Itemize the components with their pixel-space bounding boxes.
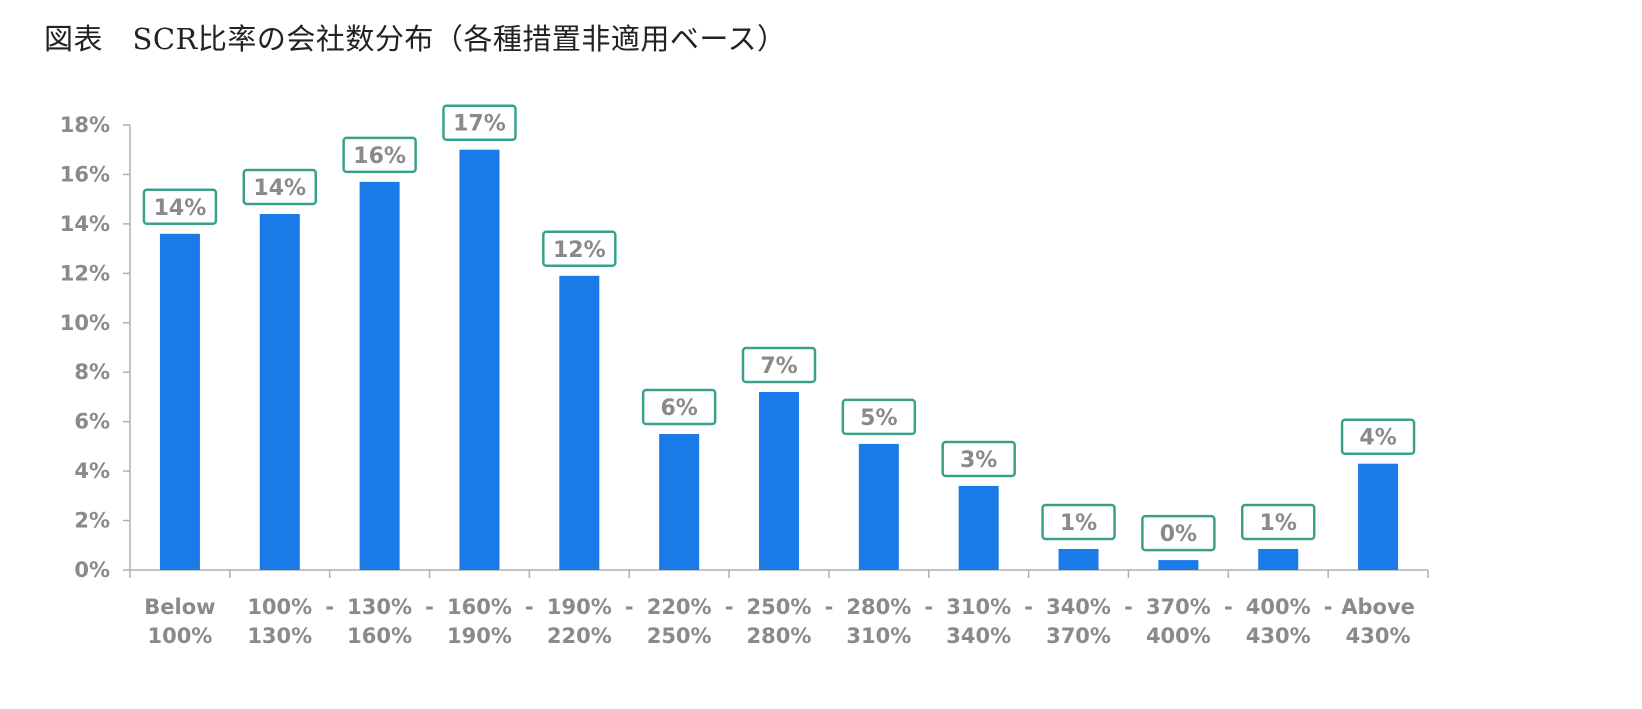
y-tick-label: 8%	[74, 360, 110, 384]
x-category-label: 130%	[247, 624, 312, 648]
x-category-label: 250%	[747, 595, 812, 619]
x-category-label: 190%	[447, 624, 512, 648]
bar	[659, 434, 700, 570]
data-label-box	[542, 230, 617, 268]
x-category-dash: -	[825, 595, 834, 619]
bar	[1258, 548, 1299, 570]
y-tick-label: 4%	[74, 459, 110, 483]
x-category-label: Above	[1341, 595, 1415, 619]
data-label: 6%	[660, 396, 697, 421]
y-tick-label: 6%	[74, 410, 110, 434]
x-category-dash: -	[1224, 595, 1233, 619]
bar	[759, 392, 799, 570]
x-category-label: 100%	[247, 595, 312, 619]
x-category-dash: -	[1024, 595, 1033, 619]
x-category-label: 370%	[1046, 624, 1111, 648]
x-category-label: 160%	[347, 624, 412, 648]
y-tick-label: 12%	[60, 261, 110, 285]
x-category-label: 160%	[447, 595, 512, 619]
x-category-label: 430%	[1246, 624, 1311, 648]
x-category-dash: -	[1124, 595, 1133, 619]
data-label-box	[1141, 514, 1216, 552]
data-label: 3%	[960, 448, 997, 473]
x-category-label: 220%	[547, 624, 612, 648]
x-category-label: 280%	[747, 624, 812, 648]
x-category-label: 400%	[1246, 595, 1311, 619]
data-label: 14%	[154, 196, 207, 221]
x-category-label: 400%	[1146, 624, 1211, 648]
data-label-box	[1240, 503, 1316, 541]
y-tick-label: 10%	[60, 311, 110, 335]
y-tick-label: 18%	[60, 113, 110, 137]
data-labels: 14% 14% 16% 17% 12% 6% 7% 5% 3% 1% 0% 1% 4%	[142, 104, 1416, 552]
data-label: 4%	[1359, 426, 1396, 451]
data-label: 5%	[860, 406, 897, 431]
data-label-box	[342, 136, 417, 174]
data-label-box	[841, 398, 917, 436]
bar	[1158, 560, 1199, 570]
x-category-dash: -	[625, 595, 634, 619]
x-category-label: 310%	[846, 624, 911, 648]
data-label-box	[242, 168, 318, 206]
data-label: 1%	[1260, 511, 1297, 536]
x-category-label: 250%	[647, 624, 712, 648]
data-label-box	[442, 104, 517, 141]
x-category-dash: -	[525, 595, 534, 619]
x-category-label: 100%	[147, 624, 212, 648]
bar	[1358, 463, 1399, 570]
x-category-label: 310%	[946, 595, 1011, 619]
data-label-box	[941, 440, 1016, 478]
y-tick-label: 16%	[60, 162, 110, 186]
data-label-box	[142, 188, 218, 226]
y-axis: 0% 2% 4% 6% 8% 10% 12% 14% 16% 18%	[60, 113, 131, 582]
x-category-label: Below	[144, 595, 215, 619]
y-tick-label: 14%	[60, 212, 110, 236]
bar	[1058, 548, 1099, 570]
x-category-dash: -	[1324, 595, 1333, 619]
x-category-dash: -	[325, 595, 334, 619]
chart-title: 図表 SCR比率の会社数分布（各種措置非適用ベース）	[44, 22, 787, 56]
bar	[259, 214, 300, 570]
x-category-dash: -	[725, 595, 734, 619]
y-tick-label: 0%	[74, 558, 110, 582]
data-label: 16%	[353, 144, 406, 169]
x-category-label: 340%	[1046, 595, 1111, 619]
bar	[459, 149, 500, 570]
x-category-label: 190%	[547, 595, 612, 619]
bar	[159, 233, 200, 570]
bar-series	[159, 149, 1399, 570]
x-category-label: 220%	[647, 595, 712, 619]
x-category-dash: -	[425, 595, 434, 619]
data-label-box	[1340, 418, 1416, 455]
x-category-label: 370%	[1146, 595, 1211, 619]
x-category-dash: -	[924, 595, 933, 619]
bar	[559, 275, 600, 570]
bar	[858, 443, 899, 570]
data-label: 7%	[760, 354, 797, 379]
data-label: 14%	[253, 176, 306, 201]
x-category-label: 280%	[846, 595, 911, 619]
bar	[958, 485, 999, 570]
x-category-label: 340%	[946, 624, 1011, 648]
x-category-label: 130%	[347, 595, 412, 619]
y-tick-label: 2%	[74, 509, 110, 533]
data-label: 17%	[453, 112, 506, 137]
data-label-box	[1041, 503, 1116, 541]
data-label: 12%	[553, 238, 606, 263]
data-label-box	[641, 388, 717, 426]
data-label-box	[741, 346, 817, 384]
bar	[359, 181, 400, 570]
x-category-label: 430%	[1346, 624, 1411, 648]
data-label: 0%	[1160, 522, 1197, 547]
data-label: 1%	[1060, 511, 1097, 536]
